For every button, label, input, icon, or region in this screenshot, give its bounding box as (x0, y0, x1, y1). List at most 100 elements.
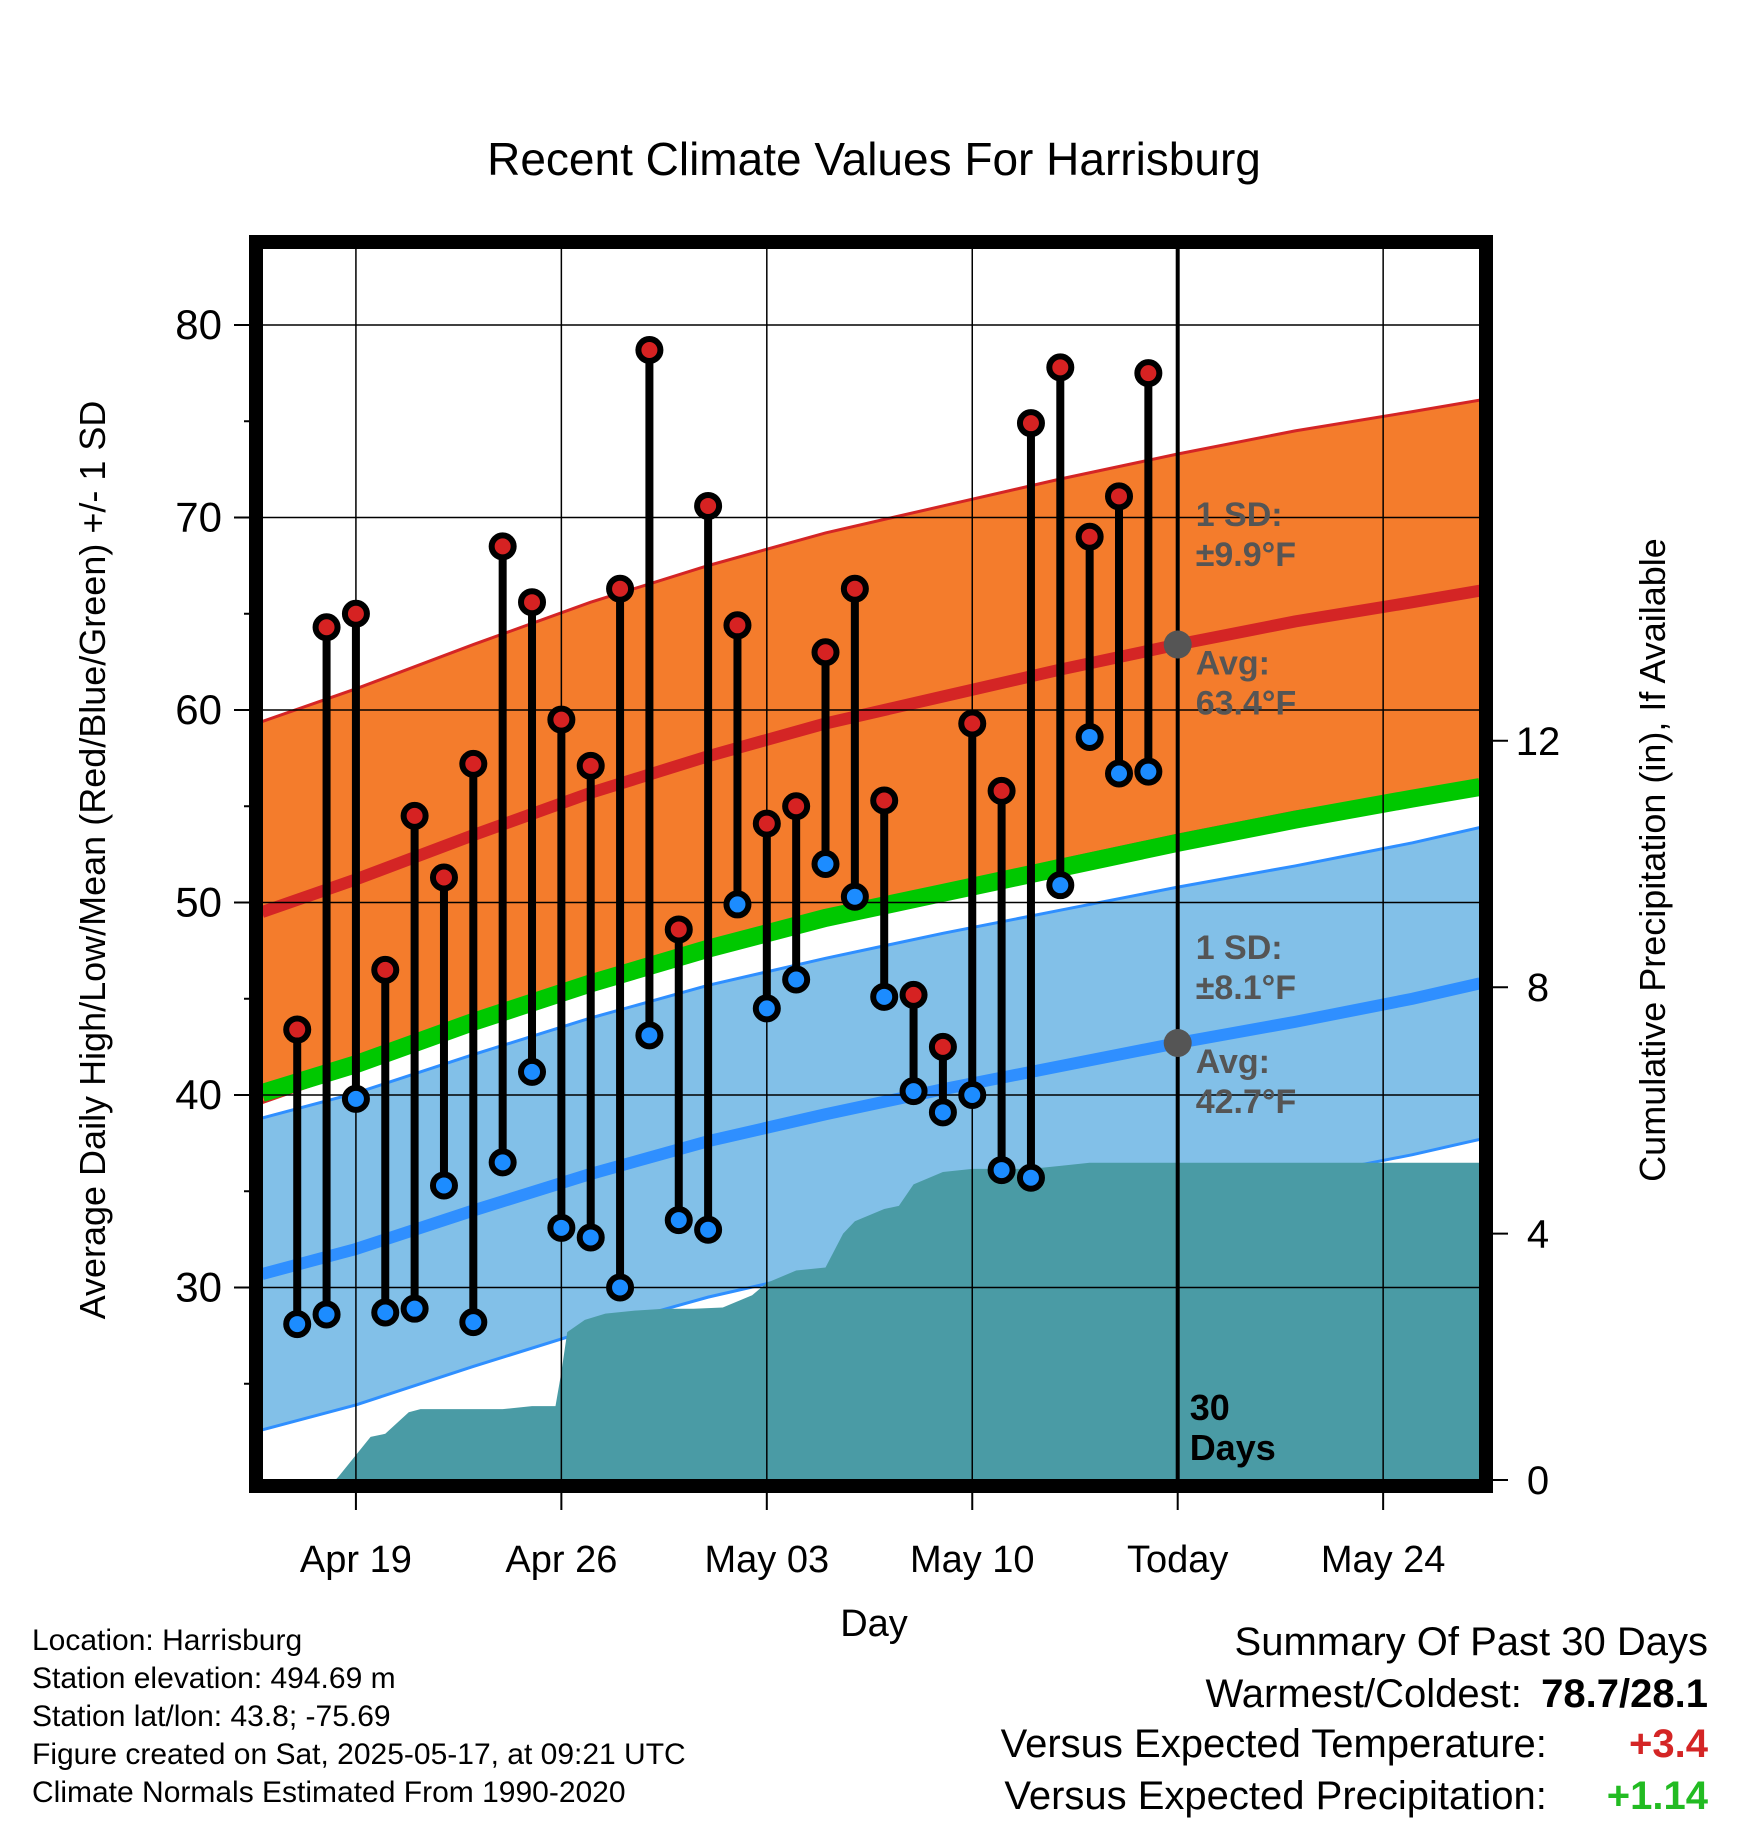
low-sd-annotation-line-2: ±8.1°F (1196, 969, 1296, 1007)
y-tick-label: 70 (175, 494, 222, 541)
warm-cold-label: Warmest/Coldest: (1205, 1672, 1522, 1716)
warm-cold-value: 78.7/28.1 (1541, 1672, 1708, 1716)
daily-low-point (1075, 722, 1104, 751)
high-avg-annotation-line-2: 63.4°F (1196, 685, 1297, 723)
daily-high-point (664, 915, 693, 944)
y2-tick-label: 12 (1516, 720, 1561, 764)
daily-low-point (752, 994, 781, 1023)
chart-title: Recent Climate Values For Harrisburg (487, 133, 1261, 185)
daily-high-point (312, 613, 341, 642)
today-days-label: 30 Days (1190, 1387, 1276, 1468)
daily-low-point (870, 982, 899, 1011)
precip-label: Versus Expected Precipitation: (1004, 1774, 1547, 1818)
daily-low-point (811, 850, 840, 878)
summary-warm-cold: Warmest/Coldest: 78.7/28.1 (1206, 1672, 1709, 1717)
x-tick-label: May 24 (1321, 1539, 1446, 1581)
y-tick-label: 40 (175, 1071, 222, 1118)
daily-low-point (488, 1148, 517, 1177)
daily-high-point (518, 588, 547, 617)
daily-low-point (459, 1308, 488, 1337)
daily-high-point (1075, 522, 1104, 551)
daily-high-point (371, 955, 400, 984)
daily-high-point (752, 809, 781, 838)
info-block: Location: Harrisburg Station elevation: … (32, 1622, 686, 1812)
daily-high-point (488, 532, 517, 561)
high-sd-band (262, 400, 1480, 1103)
daily-low-point (928, 1098, 957, 1127)
y2-axis-label: Cumulative Precipitation (in), If Availa… (1632, 538, 1673, 1182)
daily-high-point (459, 749, 488, 778)
x-axis-label: Day (840, 1603, 908, 1645)
daily-low-point (694, 1215, 723, 1244)
today-days-label-word: Days (1190, 1427, 1276, 1468)
temp-value: +3.4 (1629, 1722, 1708, 1766)
high-sd-annotation-line-1: 1 SD: (1196, 496, 1283, 534)
daily-high-point (958, 709, 987, 738)
y-tick-label: 60 (175, 686, 222, 733)
daily-low-point (518, 1057, 547, 1086)
temp-label: Versus Expected Temperature: (1000, 1722, 1547, 1766)
x-tick-label: Apr 26 (505, 1539, 617, 1581)
summary-title: Summary Of Past 30 Days (1234, 1620, 1708, 1664)
y-tick-label: 50 (175, 879, 222, 926)
precip-area (262, 1162, 1480, 1480)
daily-low-point (429, 1171, 458, 1200)
daily-high-point (283, 1015, 312, 1044)
daily-low-point (840, 882, 869, 911)
location-text: Location: Harrisburg (32, 1624, 303, 1657)
daily-high-point (694, 491, 723, 520)
summary-precip: Versus Expected Precipitation: +1.14 (1004, 1774, 1708, 1819)
plot-frame (249, 235, 1493, 1493)
daily-low-point (1105, 759, 1134, 788)
x-tick-label: May 10 (910, 1539, 1035, 1581)
today-days-label-word: 30 (1190, 1387, 1230, 1428)
y-tick-label: 80 (175, 301, 222, 348)
daily-high-point (811, 638, 840, 667)
daily-high-point (400, 801, 429, 830)
daily-low-point (1134, 757, 1163, 786)
daily-low-point (576, 1223, 605, 1252)
daily-low-point (635, 1021, 664, 1050)
high-sd-annotation-line-2: ±9.9°F (1196, 536, 1296, 574)
precip-value: +1.14 (1606, 1774, 1708, 1818)
today-avg-low-marker (1163, 1029, 1192, 1058)
daily-high-point (429, 863, 458, 892)
daily-high-point (341, 599, 370, 628)
avg-low-line (262, 977, 1480, 1280)
y2-tick-label: 0 (1527, 1459, 1549, 1503)
daily-high-point (723, 611, 752, 640)
high-avg-annotation-line-1: Avg: (1196, 645, 1270, 683)
y2-tick-label: 8 (1527, 966, 1549, 1010)
daily-low-point (782, 965, 811, 994)
daily-high-point (576, 751, 605, 780)
daily-high-point (1046, 353, 1075, 382)
daily-low-point (547, 1213, 576, 1242)
daily-high-point (1134, 359, 1163, 388)
low-sd-band (262, 827, 1480, 1430)
y-axis-label: Average Daily High/Low/Mean (Red/Blue/Gr… (72, 401, 113, 1320)
daily-low-point (664, 1206, 693, 1235)
low-sd-annotation-line-1: 1 SD: (1196, 929, 1283, 967)
summary-temp: Versus Expected Temperature: +3.4 (1001, 1722, 1708, 1767)
daily-low-point (341, 1084, 370, 1113)
high-sd-upper-edge (262, 398, 1480, 723)
latlon-text: Station lat/lon: 43.8; -75.69 (32, 1700, 391, 1733)
y2-tick-label: 4 (1527, 1213, 1549, 1257)
daily-high-point (840, 574, 869, 603)
daily-low-point (606, 1273, 635, 1302)
daily-high-point (547, 705, 576, 734)
x-tick-label: Apr 19 (300, 1539, 412, 1581)
daily-low-point (1046, 871, 1075, 900)
daily-low-point (899, 1077, 928, 1106)
daily-low-point (283, 1310, 312, 1339)
elevation-text: Station elevation: 494.69 m (32, 1662, 396, 1695)
x-tick-label: May 03 (704, 1539, 829, 1581)
daily-high-point (1105, 482, 1134, 511)
daily-low-point (400, 1294, 429, 1323)
daily-high-point (928, 1032, 957, 1061)
daily-high-point (899, 980, 928, 1009)
daily-low-point (987, 1156, 1016, 1185)
